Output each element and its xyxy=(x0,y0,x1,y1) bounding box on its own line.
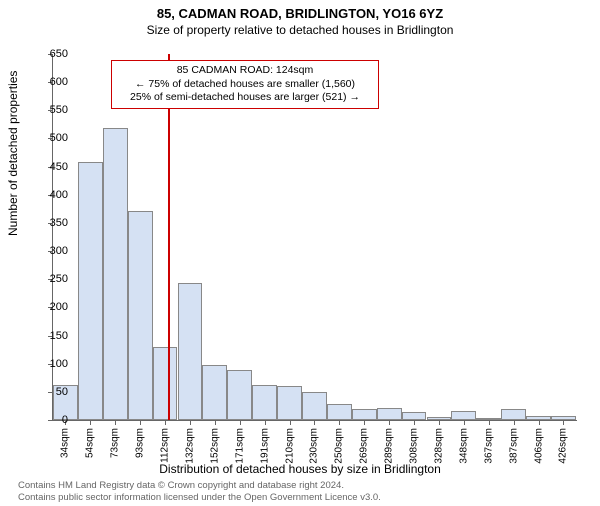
xtick xyxy=(539,420,540,425)
xtick-label: 191sqm xyxy=(259,428,270,464)
xtick-label: 230sqm xyxy=(309,428,320,464)
xtick xyxy=(115,420,116,425)
ytick-label: 450 xyxy=(38,161,68,173)
bar xyxy=(352,409,377,420)
xtick xyxy=(190,420,191,425)
xtick-label: 348sqm xyxy=(458,428,469,464)
ytick-label: 300 xyxy=(38,245,68,257)
bar xyxy=(128,211,153,420)
xtick xyxy=(414,420,415,425)
ytick-label: 200 xyxy=(38,301,68,313)
bar xyxy=(377,408,402,420)
annotation-line: 25% of semi-detached houses are larger (… xyxy=(118,91,372,105)
xtick-label: 210sqm xyxy=(284,428,295,464)
xtick-label: 269sqm xyxy=(359,428,370,464)
xtick xyxy=(464,420,465,425)
xtick-label: 289sqm xyxy=(384,428,395,464)
ytick-label: 250 xyxy=(38,273,68,285)
ytick-label: 500 xyxy=(38,132,68,144)
ytick-label: 600 xyxy=(38,76,68,88)
ytick-label: 350 xyxy=(38,217,68,229)
bar xyxy=(227,370,252,420)
xtick-label: 112sqm xyxy=(160,428,171,463)
xtick xyxy=(439,420,440,425)
ytick-label: 650 xyxy=(38,48,68,60)
bar xyxy=(252,385,277,420)
bar xyxy=(78,162,103,420)
ytick-label: 50 xyxy=(38,386,68,398)
y-axis-label: Number of detached properties xyxy=(6,71,20,236)
xtick-label: 132sqm xyxy=(184,428,195,464)
bar xyxy=(153,347,178,420)
xtick xyxy=(290,420,291,425)
xtick xyxy=(489,420,490,425)
xtick-label: 387sqm xyxy=(508,428,519,464)
xtick-label: 152sqm xyxy=(209,428,220,464)
x-axis-label: Distribution of detached houses by size … xyxy=(0,462,600,476)
xtick-label: 54sqm xyxy=(85,428,96,458)
chart-subtitle: Size of property relative to detached ho… xyxy=(0,23,600,37)
xtick xyxy=(265,420,266,425)
ytick-label: 150 xyxy=(38,330,68,342)
xtick xyxy=(563,420,564,425)
footer-line-1: Contains HM Land Registry data © Crown c… xyxy=(18,480,381,492)
footer-attribution: Contains HM Land Registry data © Crown c… xyxy=(18,480,381,504)
annotation-box: 85 CADMAN ROAD: 124sqm← 75% of detached … xyxy=(111,60,379,109)
xtick-label: 34sqm xyxy=(60,428,71,458)
xtick xyxy=(215,420,216,425)
annotation-line: ← 75% of detached houses are smaller (1,… xyxy=(118,78,372,92)
ytick-label: 0 xyxy=(38,414,68,426)
bar xyxy=(451,411,476,420)
bar xyxy=(277,386,302,420)
bar xyxy=(103,128,128,420)
bar xyxy=(202,365,227,420)
xtick-label: 250sqm xyxy=(334,428,345,464)
bar xyxy=(178,283,203,420)
xtick xyxy=(514,420,515,425)
xtick-label: 308sqm xyxy=(409,428,420,464)
xtick xyxy=(314,420,315,425)
xtick xyxy=(140,420,141,425)
xtick-label: 328sqm xyxy=(433,428,444,464)
annotation-line: 85 CADMAN ROAD: 124sqm xyxy=(118,64,372,78)
xtick xyxy=(240,420,241,425)
xtick xyxy=(165,420,166,425)
ytick-label: 100 xyxy=(38,358,68,370)
xtick-label: 171sqm xyxy=(234,428,245,464)
xtick xyxy=(364,420,365,425)
xtick-label: 426sqm xyxy=(558,428,569,464)
bar xyxy=(402,412,427,420)
ytick-label: 400 xyxy=(38,189,68,201)
bar xyxy=(302,392,327,420)
xtick-label: 367sqm xyxy=(483,428,494,464)
bar xyxy=(501,409,526,420)
xtick xyxy=(389,420,390,425)
xtick xyxy=(339,420,340,425)
xtick xyxy=(90,420,91,425)
footer-line-2: Contains public sector information licen… xyxy=(18,492,381,504)
bar xyxy=(327,404,352,420)
xtick-label: 93sqm xyxy=(135,428,146,458)
chart-title: 85, CADMAN ROAD, BRIDLINGTON, YO16 6YZ xyxy=(0,6,600,21)
plot-area: 34sqm54sqm73sqm93sqm112sqm132sqm152sqm17… xyxy=(52,54,577,421)
ytick-label: 550 xyxy=(38,104,68,116)
xtick-label: 406sqm xyxy=(533,428,544,464)
xtick-label: 73sqm xyxy=(110,428,121,458)
